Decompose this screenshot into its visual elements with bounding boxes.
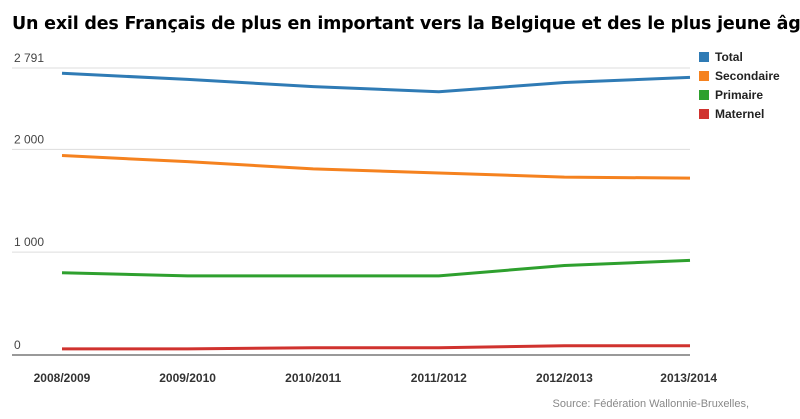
legend-label: Primaire bbox=[715, 87, 764, 102]
x-tick-label: 2012/2013 bbox=[536, 371, 593, 385]
series-line-secondaire bbox=[61, 154, 691, 180]
series-lines bbox=[61, 71, 691, 351]
x-tick-label: 2009/2010 bbox=[159, 371, 216, 385]
legend-swatch bbox=[699, 70, 709, 81]
x-tick-label: 2013/2014 bbox=[660, 371, 717, 385]
x-tick-label: 2010/2011 bbox=[285, 371, 341, 385]
y-tick-label: 2 000 bbox=[14, 132, 44, 146]
legend-label: Secondaire bbox=[715, 68, 780, 83]
series-line-maternel bbox=[62, 344, 690, 351]
y-axis-ticks: 0 1 000 2 000 2 791 bbox=[14, 51, 44, 352]
legend-swatch bbox=[699, 51, 709, 62]
x-axis-ticks: 2008/2009 2009/2010 2010/2011 2011/2012 2012… bbox=[34, 371, 718, 385]
y-tick-label: 2 791 bbox=[14, 51, 44, 65]
legend: Total Secondaire Primaire Maternel bbox=[699, 47, 780, 123]
x-tick-label: 2008/2009 bbox=[34, 371, 91, 385]
legend-swatch bbox=[699, 108, 709, 119]
legend-label: Total bbox=[715, 49, 743, 64]
legend-item-maternel: Maternel bbox=[699, 104, 780, 123]
series-line-primaire bbox=[61, 258, 691, 278]
series-line-total bbox=[61, 71, 691, 94]
chart-title: Un exil des Français de plus en importan… bbox=[12, 14, 800, 34]
legend-item-total: Total bbox=[699, 47, 780, 66]
y-tick-label: 0 bbox=[14, 338, 21, 352]
legend-item-primaire: Primaire bbox=[699, 85, 780, 104]
x-tick-label: 2011/2012 bbox=[411, 371, 467, 385]
y-tick-label: 1 000 bbox=[14, 235, 44, 249]
legend-item-secondaire: Secondaire bbox=[699, 66, 780, 85]
legend-label: Maternel bbox=[715, 106, 765, 121]
grid-lines bbox=[12, 67, 690, 356]
source-note: Source: Fédération Wallonnie-Bruxelles, bbox=[552, 398, 749, 410]
legend-swatch bbox=[699, 89, 709, 100]
